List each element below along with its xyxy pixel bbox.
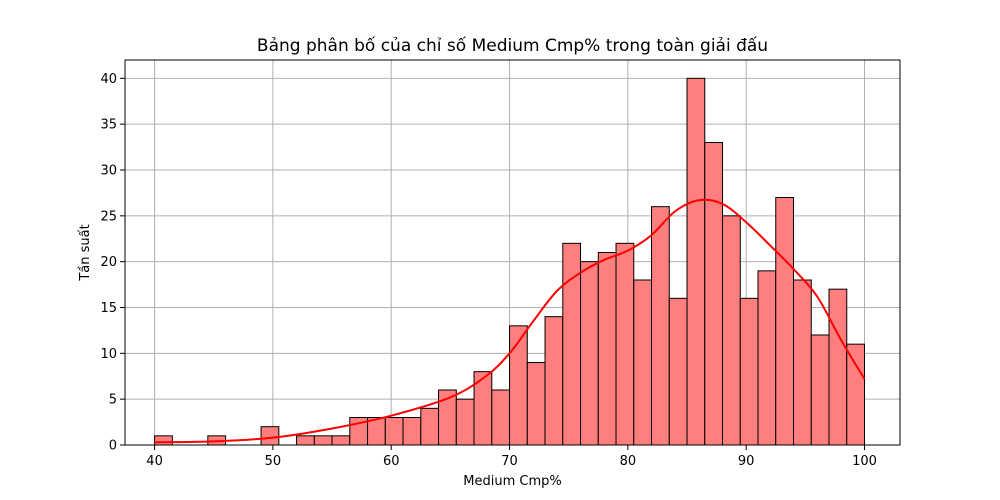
histogram-bar	[615, 242, 635, 446]
histogram-bar	[509, 325, 528, 446]
histogram-bar	[775, 197, 795, 446]
histogram-bar	[384, 417, 404, 446]
y-tick-label: 15	[100, 301, 117, 316]
histogram-bar	[651, 206, 670, 446]
histogram-bar	[668, 297, 688, 446]
histogram-bar	[810, 334, 830, 446]
histogram-bar	[633, 279, 653, 446]
x-tick-label: 100	[852, 454, 877, 469]
kde-curve	[154, 198, 866, 444]
histogram-bar	[260, 426, 280, 446]
histogram-bar	[526, 362, 546, 446]
chart-title: Bảng phân bố của chỉ số Medium Cmp% tron…	[257, 35, 768, 56]
y-tick-label: 35	[100, 118, 117, 133]
histogram-bar	[544, 316, 564, 446]
histogram-bar	[154, 435, 173, 446]
y-tick-label: 5	[109, 393, 117, 408]
histogram-bar	[739, 297, 759, 446]
y-tick-label: 10	[100, 347, 117, 362]
histogram-bar	[793, 279, 812, 446]
histogram-bar	[580, 261, 599, 446]
histogram-bar	[491, 389, 511, 446]
histogram-bar	[455, 398, 475, 446]
histogram-bar	[402, 417, 422, 446]
histogram-bar	[704, 142, 724, 446]
y-tick-label: 20	[100, 255, 117, 270]
x-axis-label: Medium Cmp%	[463, 474, 561, 489]
y-axis-ticks: 0 5 10 15 20 25 30 35 40	[100, 72, 125, 454]
histogram-bar	[828, 288, 848, 446]
histogram-bar	[686, 77, 706, 446]
histogram-bar	[296, 435, 315, 446]
y-axis-label: Tần suất	[78, 224, 93, 281]
bars	[154, 77, 866, 446]
x-tick-label: 80	[620, 454, 637, 469]
y-tick-label: 25	[100, 209, 117, 224]
histogram-bar	[757, 270, 777, 446]
x-tick-label: 50	[265, 454, 282, 469]
plot-frame	[124, 59, 901, 446]
x-tick-label: 90	[738, 454, 755, 469]
histogram-bar	[846, 343, 866, 446]
x-tick-label: 60	[383, 454, 400, 469]
y-tick-label: 30	[100, 164, 117, 179]
y-tick-label: 0	[109, 439, 117, 454]
histogram-bar	[420, 407, 440, 446]
x-tick-label: 40	[146, 454, 163, 469]
x-axis-ticks: 40 50 60 70 80 90 100	[146, 445, 877, 469]
histogram-bar	[597, 252, 617, 446]
histogram-bar	[313, 435, 333, 446]
histogram-bar	[722, 215, 741, 446]
x-tick-label: 70	[501, 454, 518, 469]
histogram-bar	[331, 435, 351, 446]
y-tick-label: 40	[100, 72, 117, 87]
